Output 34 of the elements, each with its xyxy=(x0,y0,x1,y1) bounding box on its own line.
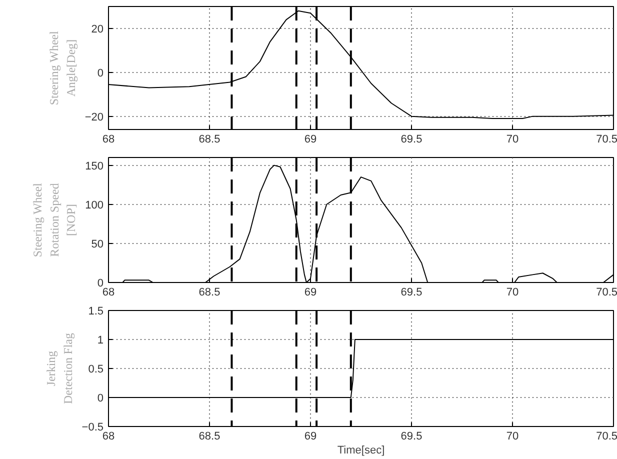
y-tick-label: 20 xyxy=(91,23,104,36)
x-tick-label: 70 xyxy=(506,134,519,146)
y-axis-title: Jerking Detection Flag xyxy=(44,333,75,404)
y-tick-label: −0.5 xyxy=(82,422,104,434)
x-tick-label: 68 xyxy=(102,430,115,442)
y-tick-label: −20 xyxy=(84,111,104,124)
x-tick-label: 70.5 xyxy=(596,430,617,442)
y-tick-label: 0 xyxy=(97,67,104,80)
x-tick-label: 68.5 xyxy=(198,134,220,146)
y-axis-title: Steering Wheel Rotation Speed [NOP] xyxy=(30,182,78,258)
y-tick-label: 100 xyxy=(85,199,104,212)
x-tick-label: 70.5 xyxy=(596,134,617,146)
x-tick-label: 69 xyxy=(304,286,317,298)
x-tick-label: 70 xyxy=(506,286,519,298)
x-tick-label: 69.5 xyxy=(400,134,422,146)
y-axis-title: Steering Wheel Angle[Deg] xyxy=(47,30,78,106)
x-tick-label: 70.5 xyxy=(596,286,617,298)
x-tick-label: 68.5 xyxy=(198,286,220,298)
y-tick-label: 0 xyxy=(97,392,104,404)
y-tick-label: 1 xyxy=(97,334,104,346)
x-tick-label: 68 xyxy=(102,286,115,298)
y-tick-label: 150 xyxy=(85,160,104,172)
y-tick-label: 1.5 xyxy=(88,306,104,318)
x-tick-label: 70 xyxy=(506,430,519,442)
x-tick-label: 68 xyxy=(102,134,115,146)
y-tick-label: 0.5 xyxy=(88,364,104,376)
x-tick-label: 69.5 xyxy=(400,430,422,442)
y-tick-label: 50 xyxy=(91,238,104,250)
x-tick-label: 69 xyxy=(304,134,317,146)
y-tick-label: 0 xyxy=(97,278,104,290)
x-tick-label: 69.5 xyxy=(400,286,422,298)
x-tick-label: 69 xyxy=(304,430,317,442)
x-tick-label: 68.5 xyxy=(198,430,220,442)
x-axis-title: Time[sec] xyxy=(337,444,385,456)
